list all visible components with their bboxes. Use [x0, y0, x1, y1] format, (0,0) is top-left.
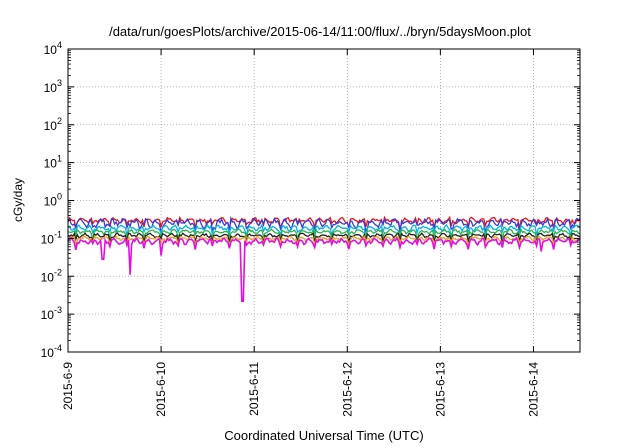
x-tick-label: 2015-6-11: [247, 362, 261, 416]
series-line: [67, 234, 581, 248]
x-tick-label: 2015-6-14: [526, 362, 540, 417]
series-group: [67, 215, 581, 303]
y-tick-label: 10-4: [41, 343, 62, 360]
series-line: [67, 215, 581, 234]
series-line: [67, 232, 581, 245]
y-tick-label: 104: [44, 40, 62, 57]
y-tick-label: 10-3: [41, 305, 62, 322]
series-line: [67, 223, 581, 239]
x-tick-label: 2015-6-13: [433, 362, 447, 417]
series-line: [67, 227, 581, 242]
y-tick-label: 101: [44, 154, 62, 171]
y-tick-label: 103: [44, 78, 62, 95]
y-tick-label: 10-2: [41, 267, 62, 284]
y-tick-label: 10-1: [41, 229, 62, 246]
axis-ticks: 10-4 10-3 10-2 10-1 100 101 102 103 104 2015-6-9 2…: [41, 40, 580, 417]
y-axis-label: cGy/day: [11, 178, 25, 222]
grid: [67, 49, 580, 352]
x-tick-label: 2015-6-12: [340, 362, 354, 417]
series-line: [67, 236, 581, 303]
y-tick-label: 102: [44, 116, 62, 133]
chart-title: /data/run/goesPlots/archive/2015-06-14/1…: [109, 24, 531, 39]
x-tick-label: 2015-6-10: [154, 362, 168, 417]
y-tick-label: 100: [44, 192, 62, 209]
x-axis-label: Coordinated Universal Time (UTC): [224, 428, 423, 443]
x-tick-label: 2015-6-9: [61, 362, 75, 410]
